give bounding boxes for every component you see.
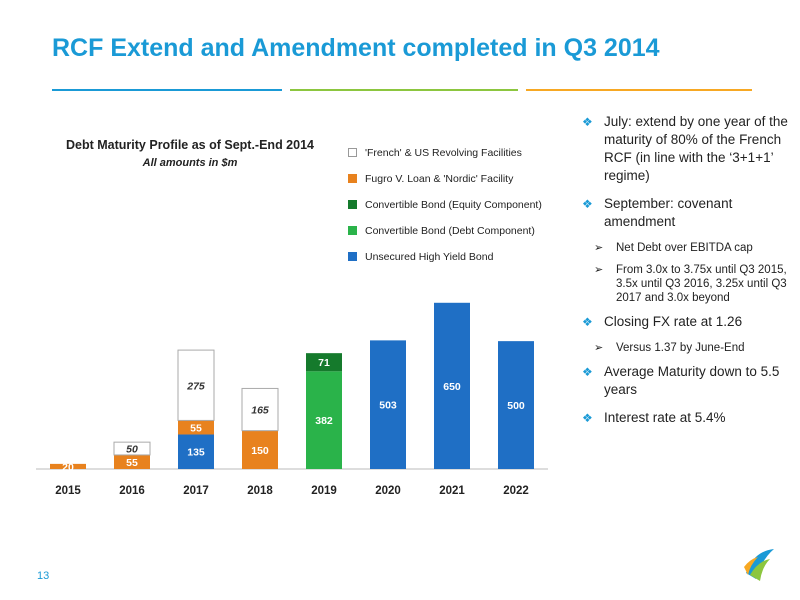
sub-bullet-item: ➢ Versus 1.37 by June-End <box>594 341 792 355</box>
legend-item: Convertible Bond (Debt Component) <box>348 221 542 240</box>
bullet-item: ❖ July: extend by one year of the maturit… <box>582 113 792 185</box>
bar-value-label: 165 <box>251 405 269 417</box>
diamond-bullet-icon: ❖ <box>582 365 593 379</box>
bar-value-label: 55 <box>126 457 138 469</box>
legend-item: 'French' & US Revolving Facilities <box>348 143 542 162</box>
bullet-text: Closing FX rate at 1.26 <box>604 314 743 329</box>
chart-title: Debt Maturity Profile as of Sept.-End 20… <box>66 138 314 152</box>
bar-value-label: 382 <box>315 415 333 427</box>
legend-swatch <box>348 174 357 183</box>
bar-value-label: 650 <box>443 381 461 393</box>
legend-swatch <box>348 252 357 261</box>
bullet-text: September: covenant amendment <box>604 196 733 229</box>
bullet-text: Versus 1.37 by June-End <box>616 342 745 354</box>
legend-swatch <box>348 226 357 235</box>
x-tick-label: 2018 <box>247 485 273 497</box>
bar-value-label: 50 <box>126 444 138 456</box>
legend-label: Convertible Bond (Debt Component) <box>365 224 535 237</box>
legend-label: Unsecured High Yield Bond <box>365 250 494 263</box>
bullet-item: ❖ Closing FX rate at 1.26 <box>582 313 792 331</box>
company-logo <box>744 549 774 581</box>
bar-value-label: 275 <box>186 380 205 392</box>
x-tick-label: 2020 <box>375 485 401 497</box>
bar-segment <box>113 441 151 456</box>
bar-value-label: 503 <box>379 400 397 412</box>
bar-segment <box>241 387 279 432</box>
bullet-text: From 3.0x to 3.75x until Q3 2015, 3.5x u… <box>616 264 787 304</box>
bar-value-label: 55 <box>190 422 202 434</box>
bar-segment <box>306 371 342 469</box>
bullet-item: ❖ Average Maturity down to 5.5 years <box>582 363 792 399</box>
x-tick-label: 2021 <box>439 485 465 497</box>
x-tick-label: 2019 <box>311 485 337 497</box>
chart-legend: 'French' & US Revolving Facilities Fugro … <box>348 143 542 273</box>
x-tick-label: 2022 <box>503 485 529 497</box>
sub-bullet-item: ➢ Net Debt over EBITDA cap <box>594 241 792 255</box>
diamond-bullet-icon: ❖ <box>582 411 593 425</box>
x-tick-label: 2017 <box>183 485 209 497</box>
legend-label: Convertible Bond (Equity Component) <box>365 198 542 211</box>
bar-segment <box>177 349 215 421</box>
title-rule-blue <box>52 89 282 91</box>
title-rule-orange <box>526 89 752 91</box>
bullet-list: ❖ July: extend by one year of the maturit… <box>582 113 792 437</box>
bullet-text: Average Maturity down to 5.5 years <box>604 364 780 397</box>
bar-segment <box>434 302 470 469</box>
legend-swatch <box>348 200 357 209</box>
bar-value-label: 20 <box>62 461 74 473</box>
diamond-bullet-icon: ❖ <box>582 197 593 211</box>
bullet-text: Net Debt over EBITDA cap <box>616 242 753 254</box>
bar-segment <box>178 434 214 469</box>
diamond-bullet-icon: ❖ <box>582 315 593 329</box>
bar-segment <box>498 341 534 469</box>
legend-swatch <box>348 148 357 157</box>
bar-value-label: 150 <box>251 445 269 457</box>
bar-value-label: 135 <box>187 447 205 459</box>
slide-title: RCF Extend and Amendment completed in Q3… <box>52 34 660 62</box>
bullet-item: ❖ Interest rate at 5.4% <box>582 409 792 427</box>
diamond-bullet-icon: ❖ <box>582 115 593 129</box>
legend-item: Fugro V. Loan & 'Nordic' Facility <box>348 169 542 188</box>
legend-item: Convertible Bond (Equity Component) <box>348 195 542 214</box>
x-tick-label: 2016 <box>119 485 145 497</box>
bar-segment <box>178 420 214 435</box>
legend-label: 'French' & US Revolving Facilities <box>365 146 522 159</box>
sub-bullet-item: ➢ From 3.0x to 3.75x until Q3 2015, 3.5x … <box>594 263 792 305</box>
bar-segment <box>50 463 86 469</box>
bar-segment <box>242 430 278 469</box>
bar-segment <box>370 340 406 469</box>
arrow-bullet-icon: ➢ <box>594 242 604 254</box>
bar-segment <box>114 454 150 469</box>
legend-label: Fugro V. Loan & 'Nordic' Facility <box>365 172 514 185</box>
title-rule-green <box>290 89 518 91</box>
legend-item: Unsecured High Yield Bond <box>348 247 542 266</box>
arrow-bullet-icon: ➢ <box>594 264 604 276</box>
bar-segment <box>306 353 342 372</box>
bullet-text: Interest rate at 5.4% <box>604 410 726 425</box>
arrow-bullet-icon: ➢ <box>594 342 604 354</box>
x-tick-label: 2015 <box>55 485 81 497</box>
bar-value-label: 71 <box>318 357 330 369</box>
bullet-text: July: extend by one year of the maturity… <box>604 114 788 183</box>
bar-value-label: 500 <box>507 400 525 412</box>
bullet-item: ❖ September: covenant amendment <box>582 195 792 231</box>
chart-subtitle: All amounts in $m <box>142 157 238 169</box>
page-number: 13 <box>37 570 50 582</box>
